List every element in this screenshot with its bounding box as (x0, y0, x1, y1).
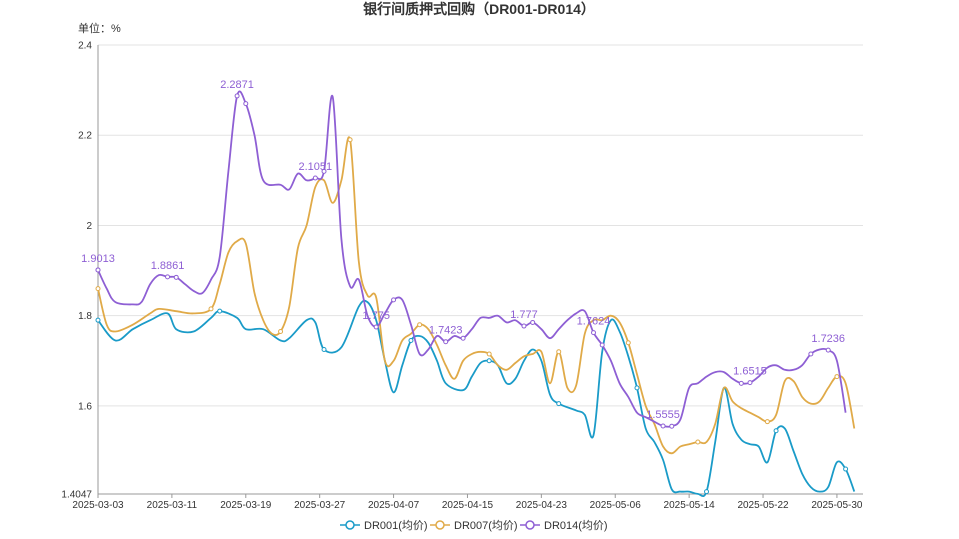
series-marker (599, 342, 605, 348)
x-tick-label: 2025-04-23 (516, 500, 568, 511)
series-marker (669, 423, 675, 429)
series-marker (95, 317, 101, 323)
series-marker (843, 466, 849, 472)
chart-title: 银行间质押式回购（DR001-DR014） (363, 1, 595, 17)
x-tick-label: 2025-05-22 (737, 500, 789, 511)
x-tick-label: 2025-03-27 (294, 500, 346, 511)
series-marker (408, 337, 414, 343)
series-marker (217, 308, 223, 314)
x-tick-label: 2025-04-15 (442, 500, 494, 511)
series-marker (556, 401, 562, 407)
unit-label: 单位：% (78, 21, 121, 35)
legend-item-3[interactable]: DR014(均价) (520, 519, 608, 532)
legend-item-1[interactable]: DR001(均价) (340, 519, 428, 532)
y-tick-label: 2.4 (78, 41, 92, 52)
series-marker (764, 419, 770, 425)
peak-marker (165, 274, 171, 280)
series-line-3 (97, 90, 847, 428)
value-label: 2.2871 (220, 79, 254, 91)
x-tick-label: 2025-05-06 (590, 500, 642, 511)
series-marker (556, 349, 562, 355)
series-marker (808, 351, 814, 357)
series-marker (695, 439, 701, 445)
value-label: 1.5555 (646, 409, 680, 421)
value-label: 1.7624 (577, 316, 611, 328)
series-line-2 (97, 136, 856, 455)
series-marker (243, 101, 249, 107)
series-marker (704, 489, 710, 495)
series-marker (738, 380, 744, 386)
legend-item-2[interactable]: DR007(均价) (430, 519, 518, 532)
value-label: 1.775 (362, 310, 390, 322)
series-marker (173, 274, 179, 280)
series-marker (391, 297, 397, 303)
series-marker (321, 168, 327, 174)
value-label: 1.7236 (811, 333, 845, 345)
value-label: 1.7423 (429, 325, 463, 337)
peak-marker (521, 323, 527, 329)
series-marker (530, 319, 536, 325)
series-marker (460, 335, 466, 341)
legend-swatch-icon (345, 520, 355, 530)
y-tick-label: 1.8 (78, 311, 92, 322)
value-label: 2.1051 (299, 161, 333, 173)
y-tick-label: 2.2 (78, 131, 92, 142)
y-tick-label: 2 (86, 221, 92, 232)
series-lines (95, 90, 856, 498)
value-labels: 1.9013 1.8861 2.2871 2.1051 1.775 1.7423 1.777… (81, 79, 845, 429)
value-label: 1.6515 (733, 366, 767, 378)
x-tick-label: 2025-04-07 (368, 500, 420, 511)
series-marker (417, 322, 423, 328)
peak-marker (443, 339, 449, 345)
axes: 1.4047 1.6 1.8 2 2.2 2.4 2025-03-03 2025-03-11 2… (61, 41, 863, 511)
series-marker (625, 340, 631, 346)
y-tick-label: 1.6 (78, 401, 92, 412)
legend-label: DR001(均价) (364, 519, 428, 532)
peak-marker (825, 347, 831, 353)
peak-marker (312, 175, 318, 181)
y-tick-label: 1.4047 (61, 490, 92, 501)
series-marker (773, 428, 779, 434)
legend-swatch-icon (525, 520, 535, 530)
series-line-1 (97, 299, 856, 498)
peak-marker (591, 330, 597, 336)
x-tick-label: 2025-03-19 (220, 500, 272, 511)
peak-marker (95, 267, 101, 273)
peak-marker (747, 380, 753, 386)
series-marker (208, 306, 214, 312)
series-marker (347, 137, 353, 143)
series-marker (834, 374, 840, 380)
series-marker (321, 347, 327, 353)
x-tick-label: 2025-05-14 (664, 500, 716, 511)
x-tick-label: 2025-03-11 (147, 500, 198, 511)
peak-marker (373, 324, 379, 330)
value-label: 1.777 (510, 309, 538, 321)
value-label: 1.8861 (151, 260, 185, 272)
value-label: 1.9013 (81, 253, 115, 265)
peak-marker (234, 93, 240, 99)
series-marker (486, 351, 492, 357)
series-marker (278, 328, 284, 334)
x-tick-label: 2025-03-03 (72, 500, 124, 511)
series-marker (634, 385, 640, 391)
grid (98, 44, 863, 495)
legend[interactable]: DR001(均价) DR007(均价) DR014(均价) (340, 519, 608, 532)
x-tick-label: 2025-05-30 (811, 500, 863, 511)
legend-label: DR007(均价) (454, 519, 518, 532)
legend-label: DR014(均价) (544, 519, 608, 532)
series-marker (486, 358, 492, 364)
series-marker (95, 286, 101, 292)
legend-swatch-icon (435, 520, 445, 530)
peak-marker (660, 423, 666, 429)
